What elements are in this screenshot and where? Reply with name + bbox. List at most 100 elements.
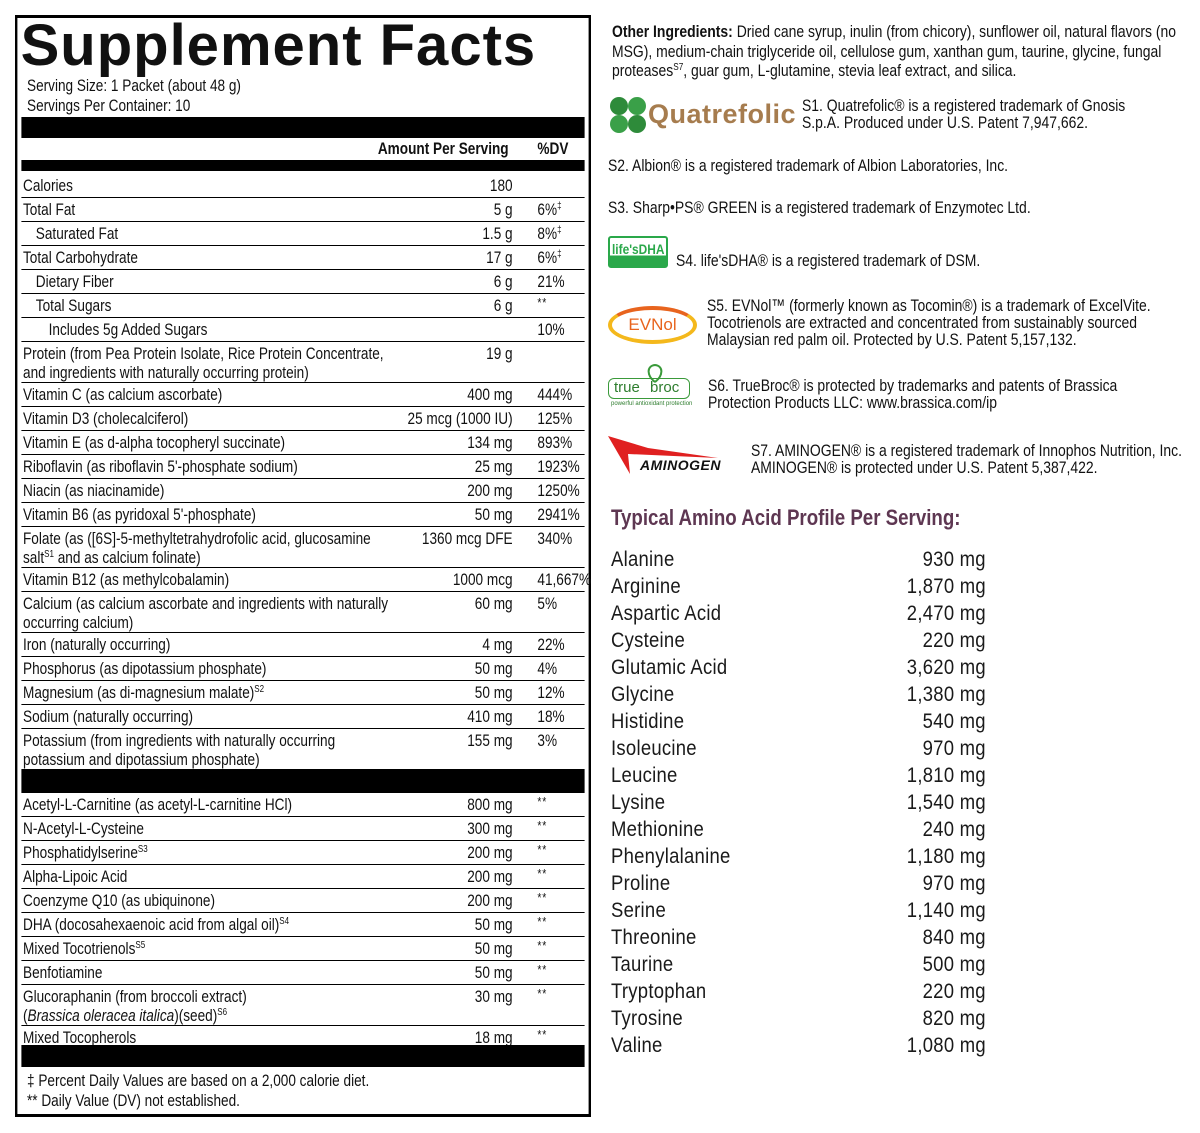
daily-value: ** (537, 842, 547, 863)
nutrient-label: Acetyl-L-Carnitine (as acetyl-L-carnitin… (23, 795, 293, 814)
table-row: Alpha-Lipoic Acid 200 mg ** (21, 865, 585, 889)
amount: 30 mg (474, 987, 513, 1006)
clover-icon (610, 97, 646, 133)
amino-value: 1,870 mg (906, 575, 986, 598)
dv-value: 41,667% (537, 570, 592, 589)
dv-value: 2941% (537, 505, 580, 524)
table-row: Sodium (naturally occurring) 410 mg 18% (21, 705, 585, 729)
nutrient-name: Calcium (as calcium ascorbate and ingred… (23, 594, 388, 632)
nutrient-label: Vitamin B12 (as methylcobalamin) (23, 570, 230, 589)
dv-value: ** (537, 890, 548, 905)
amino-row: Leucine 1,810 mg (611, 764, 986, 791)
nutrient-label: Coenzyme Q10 (as ubiquinone) (23, 891, 216, 910)
nutrient-label-line2: and as calcium folinate) (53, 548, 201, 567)
nutrient-label: Includes 5g Added Sugars (48, 320, 208, 339)
amino-row: Tyrosine 820 mg (611, 1007, 986, 1034)
amino-value: 820 mg (922, 1007, 986, 1030)
logo-text: true broc (614, 379, 680, 396)
daily-value: ** (537, 866, 548, 887)
dv-value: ** (537, 962, 548, 977)
table-row: Vitamin C (as calcium ascorbate) 400 mg 44… (21, 383, 585, 407)
amino-value: 1,080 mg (906, 1034, 986, 1057)
dv-value: ** (537, 295, 548, 310)
amount: 5 g (493, 200, 513, 219)
nutrient-label: Riboflavin (as riboflavin 5'-phosphate s… (23, 457, 298, 476)
daily-value: 6%‡ (537, 248, 561, 267)
table-row: Calcium (as calcium ascorbate and ingred… (21, 592, 585, 633)
nutrient-label: Potassium (from ingredients with natural… (23, 731, 336, 750)
amount: 155 mg (467, 731, 513, 750)
nutrient-label: Benfotiamine (23, 963, 103, 982)
dv-value: ** (537, 866, 548, 881)
dv-value: 10% (537, 320, 565, 339)
nutrient-name: Calories (23, 176, 73, 195)
table-row: Benfotiamine 50 mg ** (21, 961, 585, 985)
daily-value: ** (537, 1027, 547, 1048)
dv-header: %DV (537, 139, 569, 158)
daily-value: ** (537, 295, 548, 316)
nutrient-name: Coenzyme Q10 (as ubiquinone) (23, 891, 215, 910)
amount: 200 mg (467, 867, 513, 886)
dv-value: 340% (537, 529, 573, 548)
amount: 1.5 g (482, 224, 513, 243)
daily-value: 5% (537, 594, 557, 613)
nutrient-name: Vitamin C (as calcium ascorbate) (23, 385, 222, 404)
divider-bar (21, 160, 585, 171)
footnote-marker: S2 (254, 684, 265, 695)
nutrient-label: Mixed Tocopherols (23, 1028, 137, 1047)
nutrient-name: Protein (from Pea Protein Isolate, Rice … (23, 344, 384, 382)
aminogen-logo: AMINOGEN (608, 436, 744, 478)
amino-profile-title: Typical Amino Acid Profile Per Serving: (611, 505, 961, 530)
trademark-s4: S4. life'sDHA® is a registered trademark… (676, 251, 981, 270)
truebroc-logo: true broc powerful antioxidant protectio… (608, 362, 703, 410)
text: Malaysian red palm oil. Protected by U.S… (707, 330, 1077, 349)
amino-row: Histidine 540 mg (611, 710, 986, 737)
nutrient-label: Total Fat (23, 200, 76, 219)
trademark-s5: S5. EVNol™ (formerly known as Tocomin®) … (707, 297, 1174, 348)
amino-name: Leucine (611, 764, 678, 787)
nutrient-label-line2: and ingredients with naturally occurring… (23, 363, 309, 382)
nutrient-name: N-Acetyl-L-Cysteine (23, 819, 144, 838)
amino-row: Lysine 1,540 mg (611, 791, 986, 818)
amino-name: Proline (611, 872, 671, 895)
nutrient-label: Vitamin D3 (cholecalciferol) (23, 409, 189, 428)
divider-bar (21, 1045, 585, 1067)
amino-row: Serine 1,140 mg (611, 899, 986, 926)
nutrient-name: Vitamin B12 (as methylcobalamin) (23, 570, 229, 589)
nutrient-name: Total Fat (23, 200, 75, 219)
daily-value: 125% (537, 409, 572, 428)
amount: 410 mg (467, 707, 513, 726)
nutrient-label: Folate (as ([6S]-5-methyltetrahydrofolic… (23, 529, 371, 548)
table-row: Vitamin B6 (as pyridoxal 5'-phosphate) 50… (21, 503, 585, 527)
daily-value: 4% (537, 659, 557, 678)
amino-name: Cysteine (611, 629, 686, 652)
text: S7. AMINOGEN® is a registered trademark … (751, 441, 1182, 460)
nutrient-name: Glucoraphanin (from broccoli extract) (Br… (23, 987, 247, 1025)
nutrient-label: Total Sugars (35, 296, 112, 315)
serving-size: Serving Size: 1 Packet (about 48 g) (27, 76, 241, 95)
table-row: PhosphatidylserineS3 200 mg ** (21, 841, 585, 865)
daily-value: ** (537, 962, 548, 983)
table-row: Niacin (as niacinamide) 200 mg 1250% (21, 479, 585, 503)
footnote-marker: S7 (673, 62, 684, 73)
other-ingredients-text: Dried cane syrup, inulin (from chicory),… (612, 22, 1176, 80)
text: Protection Products LLC: www.brassica.co… (708, 393, 997, 412)
nutrient-name: Total Carbohydrate (23, 248, 138, 267)
amount: 60 mg (474, 594, 513, 613)
amino-name: Arginine (611, 575, 681, 598)
logo-text: Quatrefolic (648, 99, 797, 129)
amount: 19 g (486, 344, 513, 363)
nutrient-label: Phosphatidylserine (23, 843, 138, 862)
nutrient-name: Potassium (from ingredients with natural… (23, 731, 335, 769)
nutrient-name: Dietary Fiber (36, 272, 114, 291)
footnote-marker: S5 (135, 940, 146, 951)
trademark-s1: S1. Quatrefolic® is a registered tradema… (802, 97, 1196, 131)
amino-name: Glutamic Acid (611, 656, 728, 679)
amino-value: 970 mg (922, 872, 986, 895)
amount-header: Amount Per Serving (377, 139, 509, 158)
dv-value: 6% (537, 200, 558, 219)
amount: 50 mg (474, 939, 513, 958)
table-row: Phosphorus (as dipotassium phosphate) 50 … (21, 657, 585, 681)
daily-value: 2941% (537, 505, 579, 524)
daily-value: 1250% (537, 481, 579, 500)
